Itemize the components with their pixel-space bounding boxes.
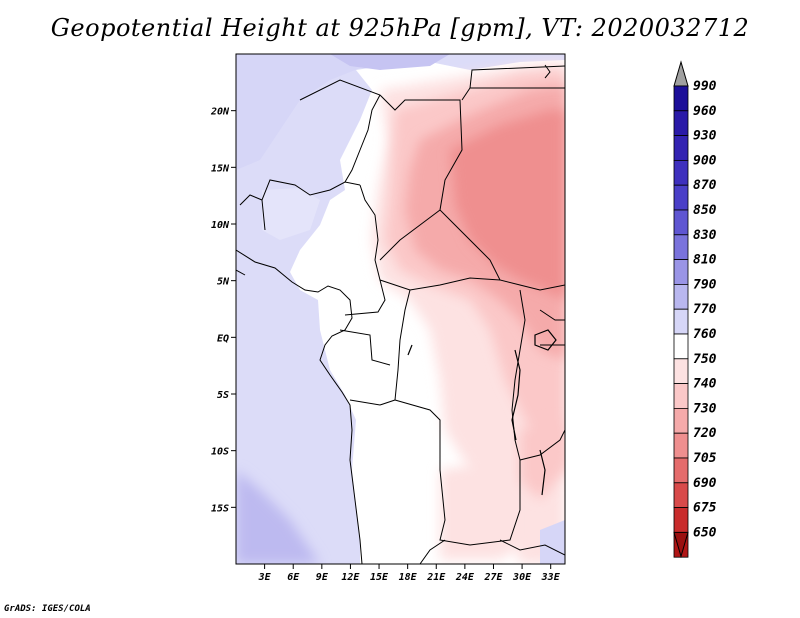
x-tick-label: 30E <box>512 572 532 583</box>
x-tick-label: 15E <box>370 572 389 583</box>
colorbar-label: 730 <box>693 401 717 416</box>
colorbar-label: 990 <box>693 79 717 94</box>
colorbar-swatch <box>673 507 689 533</box>
colorbar-swatch <box>673 308 689 335</box>
y-tick-label: 15S <box>211 503 229 514</box>
x-tick-label: 33E <box>541 572 561 583</box>
colorbar-swatch <box>673 407 689 434</box>
y-tick-label: 10S <box>211 447 229 458</box>
y-axis: 20N 15N 10N 5N EQ 5S 10S 15S <box>210 107 236 514</box>
country-borders <box>236 64 565 564</box>
colorbar-top-arrow <box>673 60 689 87</box>
x-tick-label: 27E <box>483 572 503 583</box>
x-tick-label: 18E <box>399 572 418 583</box>
colorbar-label: 650 <box>693 525 717 540</box>
x-axis: 3E 6E 9E 12E 15E 18E 21E 24E 27E 30E 33E <box>258 564 561 583</box>
colorbar-label: 740 <box>693 377 717 392</box>
colorbar-swatch <box>673 110 689 137</box>
grads-credit: GrADS: IGES/COLA <box>4 604 91 614</box>
lakes <box>407 329 557 496</box>
x-tick-label: 3E <box>258 572 272 583</box>
colorbar-label: 900 <box>693 153 717 168</box>
colorbar-swatch <box>673 482 689 508</box>
colorbar-swatch <box>673 209 689 236</box>
y-tick-label: 5S <box>217 390 229 401</box>
colorbar-swatch <box>673 283 689 310</box>
colorbar-label: 770 <box>693 302 717 317</box>
colorbar-label: 690 <box>693 476 717 491</box>
colorbar-label: 675 <box>693 501 717 516</box>
y-tick-label: 20N <box>210 107 230 118</box>
colorbar-label: 960 <box>693 104 717 119</box>
colorbar-swatch <box>673 259 689 285</box>
x-tick-label: 12E <box>341 572 360 583</box>
colorbar-label: 705 <box>693 451 717 466</box>
colorbar-swatch <box>673 457 689 484</box>
colorbar-label: 750 <box>693 352 717 367</box>
colorbar-swatch <box>673 358 689 384</box>
colorbar-label: 720 <box>693 426 717 441</box>
plot-frame <box>235 53 566 565</box>
y-tick-label: 5N <box>217 277 230 288</box>
colorbar-label: 930 <box>693 129 717 144</box>
colorbar-swatch <box>673 333 689 360</box>
colorbar-swatch <box>673 85 689 112</box>
colorbar-swatch <box>673 234 689 261</box>
x-tick-label: 6E <box>287 572 300 583</box>
x-tick-label: 9E <box>316 572 329 583</box>
colorbar-label: 850 <box>693 203 717 218</box>
colorbar: 990 960 930 900 870 850 830 810 790 770 760 750 740 7… <box>673 60 717 559</box>
colorbar-swatch <box>673 135 689 161</box>
y-tick-label: 10N <box>211 220 230 231</box>
y-tick-label: 15N <box>211 163 230 174</box>
colorbar-label: 760 <box>693 327 717 342</box>
colorbar-bottom-arrow <box>673 531 689 559</box>
x-tick-label: 21E <box>426 572 446 583</box>
x-tick-label: 24E <box>455 572 475 583</box>
height-field <box>236 54 565 564</box>
colorbar-swatch <box>673 383 689 409</box>
colorbar-swatch <box>673 184 689 211</box>
colorbar-label: 830 <box>693 228 717 243</box>
colorbar-swatch <box>673 159 689 186</box>
map-title: Geopotential Height at 925hPa [gpm], VT:… <box>50 14 750 42</box>
colorbar-label: 870 <box>693 178 717 193</box>
colorbar-swatch <box>673 432 689 459</box>
y-tick-label: EQ <box>217 333 229 344</box>
colorbar-label: 810 <box>693 253 717 268</box>
colorbar-label: 790 <box>693 277 717 292</box>
